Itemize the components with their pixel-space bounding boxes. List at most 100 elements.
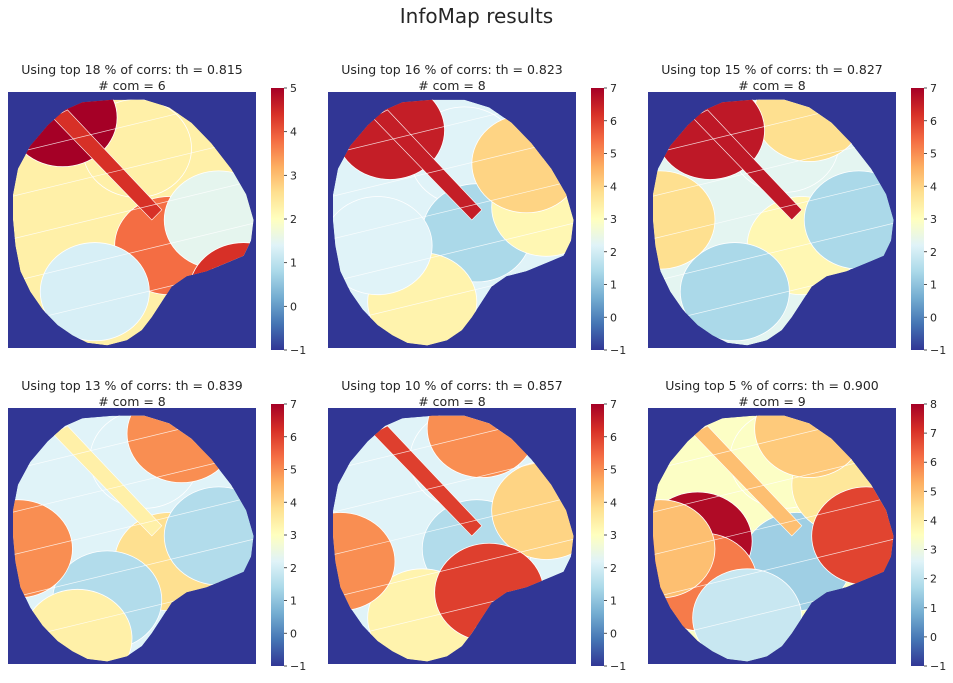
subplot-title: Using top 16 % of corrs: th = 0.823 # com… xyxy=(287,62,617,94)
colorbar-tick-label: 2 xyxy=(290,213,297,226)
colorbar-tick-label: 7 xyxy=(610,398,617,411)
heatmap-svg: −1 0 1 2 3 4 5 xyxy=(8,82,306,357)
colorbar-tick-label: 6 xyxy=(610,115,617,128)
community-region xyxy=(653,170,716,270)
colorbar-tick-label: 4 xyxy=(930,180,937,193)
community-boundary xyxy=(653,495,894,557)
colorbar-tick-label: 0 xyxy=(290,627,297,640)
community-boundary xyxy=(653,179,894,241)
colorbar-tick-label: 5 xyxy=(930,485,937,498)
subplot-title-line: # com = 8 xyxy=(418,394,486,409)
colorbar-tick-label: −1 xyxy=(290,660,306,673)
colorbar-tick-label: 7 xyxy=(290,398,297,411)
subplot-title: Using top 18 % of corrs: th = 0.815 # com… xyxy=(0,62,297,94)
community-boundary xyxy=(653,538,894,600)
colorbar-tick-label: 3 xyxy=(290,529,297,542)
colorbar-tick-label: 1 xyxy=(930,279,937,292)
heatmap-svg: −1 0 1 2 3 4 5 6 7 8 xyxy=(648,398,946,673)
colorbar-tick-label: 6 xyxy=(930,456,937,469)
colorbar-tick-label: 6 xyxy=(930,115,937,128)
colorbar-tick-label: 5 xyxy=(290,82,297,95)
colorbar-tick-label: 8 xyxy=(930,398,937,411)
subplot-title-line: Using top 15 % of corrs: th = 0.827 xyxy=(661,62,883,77)
subplot-title-line: # com = 8 xyxy=(98,394,166,409)
subplot-title-line: # com = 6 xyxy=(98,78,166,93)
colorbar-tick-label: 1 xyxy=(610,595,617,608)
colorbar xyxy=(271,404,284,666)
colorbar-tick-label: 4 xyxy=(610,180,617,193)
subplot-0: Using top 18 % of corrs: th = 0.815 # com… xyxy=(8,62,328,358)
community-boundary xyxy=(333,222,574,284)
subplot-title-line: # com = 9 xyxy=(738,394,806,409)
colorbar-tick-label: 3 xyxy=(290,169,297,182)
community-region xyxy=(679,242,790,342)
subplot-title-line: Using top 5 % of corrs: th = 0.900 xyxy=(665,378,879,393)
heatmap-svg: −1 0 1 2 3 4 5 6 7 xyxy=(8,398,306,673)
subplot-title-line: Using top 10 % of corrs: th = 0.857 xyxy=(341,378,563,393)
figure-title: InfoMap results xyxy=(399,4,554,28)
subplot-title: Using top 13 % of corrs: th = 0.839 # com… xyxy=(0,378,297,410)
community-region xyxy=(39,242,150,342)
subplot-title-line: Using top 18 % of corrs: th = 0.815 xyxy=(21,62,243,77)
colorbar-tick-label: 2 xyxy=(930,246,937,259)
colorbar-tick-label: 0 xyxy=(290,300,297,313)
colorbar-tick-label: 3 xyxy=(930,213,937,226)
community-boundary xyxy=(333,538,574,600)
colorbar-tick-label: 7 xyxy=(610,82,617,95)
colorbar xyxy=(591,88,604,350)
colorbar xyxy=(911,404,924,666)
colorbar-tick-label: 5 xyxy=(290,464,297,477)
colorbar-tick-label: 1 xyxy=(610,279,617,292)
community-boundary xyxy=(653,222,894,284)
subplot-title-line: Using top 13 % of corrs: th = 0.839 xyxy=(21,378,243,393)
colorbar-tick-label: −1 xyxy=(610,660,626,673)
community-region xyxy=(811,486,894,586)
colorbar-tick-label: 1 xyxy=(930,602,937,615)
heatmap-svg: −1 0 1 2 3 4 5 6 7 xyxy=(648,82,946,357)
colorbar-tick-label: 7 xyxy=(930,427,937,440)
subplot-title-line: Using top 16 % of corrs: th = 0.823 xyxy=(341,62,563,77)
colorbar-tick-label: 4 xyxy=(290,126,297,139)
community-region xyxy=(692,568,803,662)
community-region xyxy=(163,486,254,586)
colorbar-tick-label: 1 xyxy=(290,257,297,270)
heatmap-svg: −1 0 1 2 3 4 5 6 7 xyxy=(328,398,626,673)
colorbar-tick-label: −1 xyxy=(930,660,946,673)
colorbar-tick-label: 0 xyxy=(930,631,937,644)
colorbar-tick-label: 5 xyxy=(610,464,617,477)
colorbar-tick-label: 4 xyxy=(290,496,297,509)
colorbar-tick-label: 4 xyxy=(930,514,937,527)
community-region xyxy=(803,170,894,270)
colorbar-tick-label: −1 xyxy=(610,344,626,357)
colorbar-tick-label: 2 xyxy=(290,562,297,575)
community-boundary xyxy=(13,222,254,284)
subplot-4: Using top 10 % of corrs: th = 0.857 # com… xyxy=(328,378,648,674)
colorbar-tick-label: 6 xyxy=(610,431,617,444)
subplot-title-line: # com = 8 xyxy=(418,78,486,93)
colorbar xyxy=(271,88,284,350)
colorbar-tick-label: 7 xyxy=(930,82,937,95)
colorbar-tick-label: 0 xyxy=(610,627,617,640)
community-boundary xyxy=(333,495,574,557)
subplot-5: Using top 5 % of corrs: th = 0.900 # com … xyxy=(648,378,953,674)
colorbar-tick-label: 4 xyxy=(610,496,617,509)
subplot-title: Using top 5 % of corrs: th = 0.900 # com … xyxy=(607,378,937,410)
subplot-title: Using top 15 % of corrs: th = 0.827 # com… xyxy=(607,62,937,94)
colorbar-tick-label: 2 xyxy=(610,246,617,259)
colorbar-tick-label: 5 xyxy=(610,148,617,161)
community-boundary xyxy=(333,179,574,241)
colorbar-tick-label: −1 xyxy=(930,344,946,357)
colorbar-tick-label: 5 xyxy=(930,148,937,161)
subplot-title-line: # com = 8 xyxy=(738,78,806,93)
colorbar xyxy=(591,404,604,666)
colorbar-tick-label: 3 xyxy=(610,529,617,542)
colorbar-tick-label: 3 xyxy=(610,213,617,226)
colorbar-tick-label: −1 xyxy=(290,344,306,357)
colorbar-tick-label: 0 xyxy=(610,311,617,324)
heatmap-svg: −1 0 1 2 3 4 5 6 7 xyxy=(328,82,626,357)
colorbar-tick-label: 0 xyxy=(930,311,937,324)
subplot-2: Using top 15 % of corrs: th = 0.827 # com… xyxy=(648,62,953,358)
colorbar-tick-label: 2 xyxy=(610,562,617,575)
subplot-1: Using top 16 % of corrs: th = 0.823 # com… xyxy=(328,62,648,358)
colorbar-tick-label: 6 xyxy=(290,431,297,444)
